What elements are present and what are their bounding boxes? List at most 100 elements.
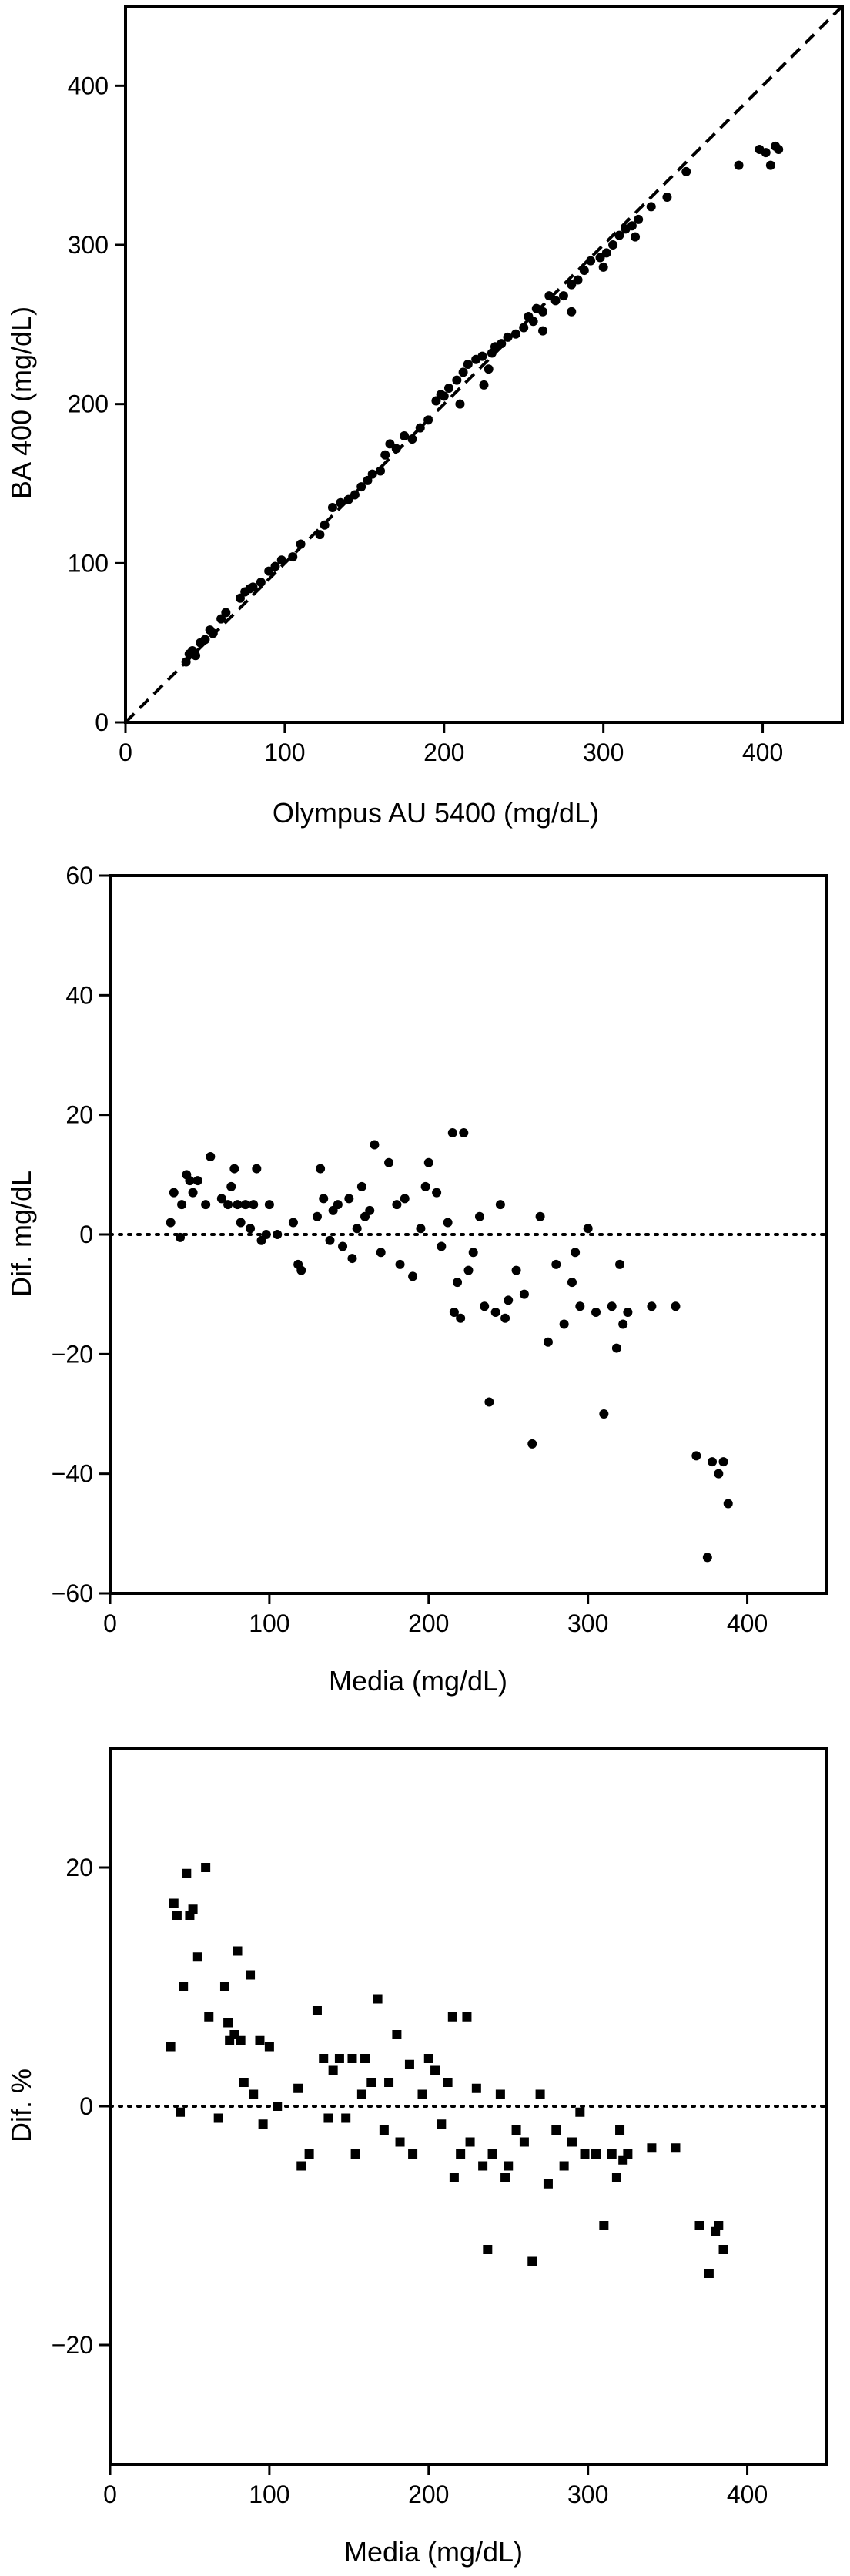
panel-bottom-data-point xyxy=(671,2143,681,2153)
panel-bottom-data-point xyxy=(423,2054,433,2063)
panel-top-data-point xyxy=(519,323,529,333)
panel-top-data-point xyxy=(380,450,390,460)
panel-middle-data-point xyxy=(201,1200,211,1210)
panel-middle-y-tick-label: −20 xyxy=(52,1340,93,1368)
panel-top-data-point xyxy=(407,434,417,444)
panel-bottom-data-point xyxy=(395,2137,405,2147)
panel-top-data-point xyxy=(479,380,489,390)
panel-middle-data-point xyxy=(623,1307,633,1317)
panel-top-data-point xyxy=(550,296,561,306)
panel-middle-data-point xyxy=(708,1457,718,1467)
panel-top-data-point xyxy=(567,280,577,290)
panel-bottom-data-point xyxy=(188,1904,198,1914)
panel-bottom-data-point xyxy=(350,2149,360,2159)
panel-bottom-data-point xyxy=(465,2137,475,2147)
panel-top-data-point xyxy=(443,384,453,393)
panel-middle-y-tick-label: −40 xyxy=(52,1460,93,1488)
panel-bottom-x-tick-label: 0 xyxy=(103,2481,117,2508)
panel-bottom-data-point xyxy=(599,2221,609,2230)
panel-bottom-data-point xyxy=(334,2054,344,2063)
panel-bottom-data-point xyxy=(169,1898,179,1908)
panel-bottom-data-point xyxy=(366,2078,376,2087)
panel-middle-data-point xyxy=(264,1200,274,1210)
panel-bottom-data-point xyxy=(478,2161,488,2171)
panel-top-data-point xyxy=(439,391,449,401)
panel-top-scatter: Olympus AU 5400 (mg/dL) BA 400 (mg/dL) 0… xyxy=(5,5,844,829)
panel-bottom-data-point xyxy=(201,1863,211,1872)
panel-top-data-point xyxy=(248,582,258,592)
panel-top-data-point xyxy=(415,423,425,433)
panel-bottom-data-point xyxy=(239,2078,249,2087)
panel-top-data-point xyxy=(256,578,266,588)
panel-middle-data-point xyxy=(356,1181,366,1191)
panel-bottom-x-tick-label: 300 xyxy=(567,2481,608,2508)
panel-top-data-point xyxy=(455,399,465,409)
panel-top-ylabel: BA 400 (mg/dL) xyxy=(5,307,37,499)
panel-bottom-y-tick-label: 0 xyxy=(79,2092,93,2120)
panel-bottom-data-point xyxy=(219,1982,229,1991)
panel-middle-data-point xyxy=(718,1457,728,1467)
panel-middle-data-point xyxy=(188,1188,198,1198)
panel-top-data-point xyxy=(208,628,218,638)
panel-bottom-data-point xyxy=(456,2149,466,2159)
panel-bottom-data-point xyxy=(246,1970,256,1980)
panel-middle-data-point xyxy=(395,1259,405,1269)
panel-middle-data-point xyxy=(474,1211,484,1221)
panel-top-data-point xyxy=(614,230,624,240)
panel-top-data-point xyxy=(573,275,583,285)
panel-top-data-point xyxy=(200,635,210,645)
panel-middle-y-tick-label: 40 xyxy=(65,981,93,1009)
panel-middle-data-point xyxy=(607,1301,617,1311)
panel-bottom-data-point xyxy=(443,2078,453,2087)
panel-top-data-point xyxy=(601,248,611,258)
panel-middle-data-point xyxy=(249,1200,259,1210)
panel-middle-data-point xyxy=(423,1157,433,1167)
panel-bottom-data-point xyxy=(192,1952,202,1962)
panel-middle-data-point xyxy=(519,1289,529,1299)
panel-middle-data-point xyxy=(261,1230,271,1239)
panel-bottom-data-point xyxy=(487,2149,497,2159)
panel-middle-data-point xyxy=(599,1409,609,1419)
panel-middle-data-point xyxy=(571,1248,581,1258)
panel-middle-data-point xyxy=(273,1230,283,1239)
panel-middle-data-point xyxy=(312,1211,322,1221)
panel-top-data-point xyxy=(423,415,433,425)
panel-top-x-tick-label: 0 xyxy=(119,739,132,766)
panel-bottom-data-point xyxy=(213,2113,223,2123)
panel-top-data-point xyxy=(503,332,513,342)
panel-middle-data-point xyxy=(495,1200,505,1210)
panel-middle-data-point xyxy=(504,1295,514,1305)
panel-bottom-data-point xyxy=(535,2089,545,2099)
panel-bottom-x-tick-label: 400 xyxy=(727,2481,768,2508)
panel-bottom-data-point xyxy=(304,2149,314,2159)
panel-middle-data-point xyxy=(177,1200,187,1210)
panel-top-data-point xyxy=(477,351,487,361)
panel-middle-data-point xyxy=(618,1319,628,1329)
panel-bottom-data-point xyxy=(319,2054,329,2063)
panel-top-data-point xyxy=(356,482,366,492)
panel-bottom-data-point xyxy=(323,2113,333,2123)
panel-top-data-point xyxy=(320,520,330,530)
panel-bottom-data-point xyxy=(511,2125,521,2135)
panel-middle-data-point xyxy=(480,1301,490,1311)
panel-middle-data-point xyxy=(325,1235,335,1245)
panel-bottom-data-point xyxy=(172,1911,182,1920)
panel-middle-data-point xyxy=(511,1265,521,1275)
panel-top-data-point xyxy=(558,291,568,301)
panel-middle-y-tick-label: 0 xyxy=(79,1221,93,1248)
panel-top-data-point xyxy=(276,555,286,565)
panel-top-y-tick-label: 400 xyxy=(68,72,109,99)
panel-top-data-point xyxy=(350,490,360,500)
panel-middle-data-point xyxy=(468,1248,478,1258)
panel-top-data-point xyxy=(343,494,353,504)
panel-bottom-data-point xyxy=(408,2149,418,2159)
panel-top-data-point xyxy=(774,145,784,154)
panel-middle-data-point xyxy=(185,1176,195,1186)
panel-bottom-data-point xyxy=(591,2149,601,2159)
panel-middle-y-tick-label: −60 xyxy=(52,1579,93,1607)
panel-top-y-tick-label: 200 xyxy=(68,390,109,418)
panel-middle-data-point xyxy=(453,1278,463,1288)
panel-bottom-data-point xyxy=(575,2107,585,2117)
panel-bottom-data-point xyxy=(347,2054,357,2063)
panel-top-data-point xyxy=(497,339,507,349)
